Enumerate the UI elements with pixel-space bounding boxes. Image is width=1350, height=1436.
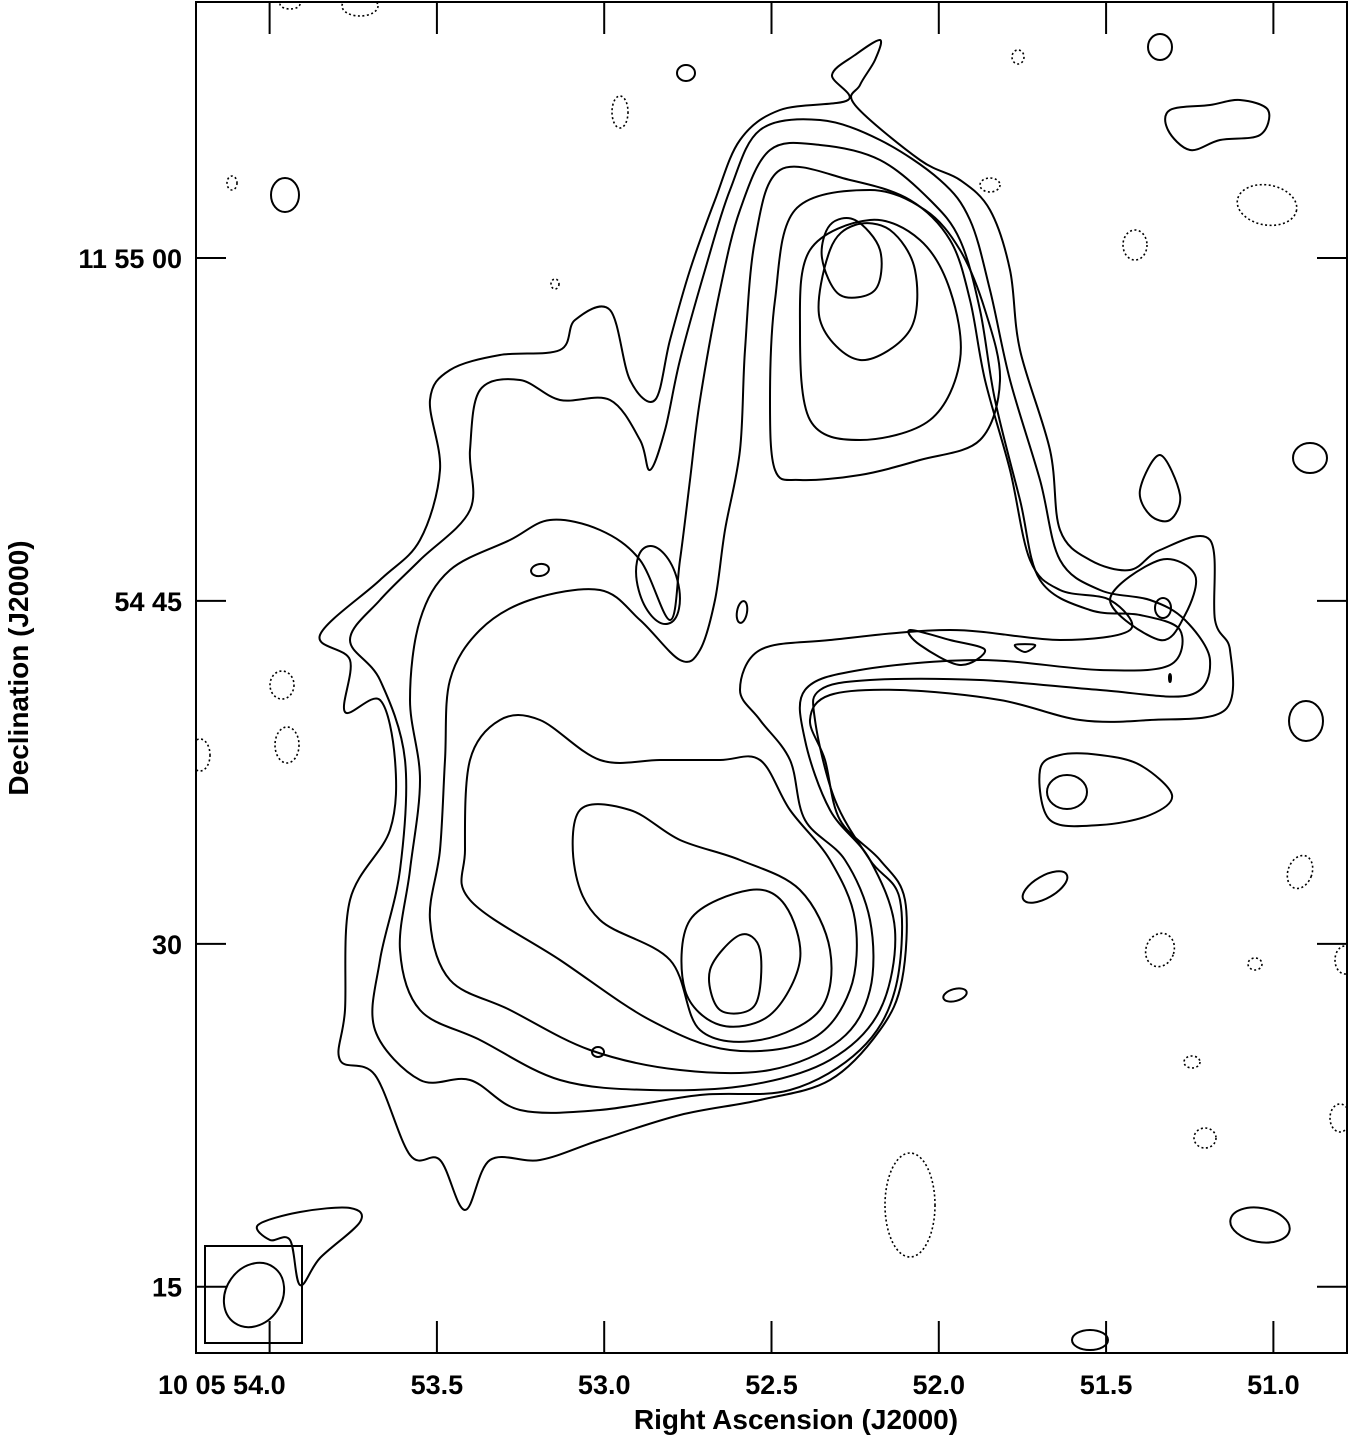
- contour-lines: [196, 2, 1347, 1351]
- positive-contour: [817, 222, 919, 362]
- negative-contour: [269, 670, 295, 700]
- negative-contour: [1286, 854, 1314, 890]
- positive-contour: [1292, 442, 1328, 474]
- positive-contour: [680, 888, 802, 1028]
- negative-contour: [1193, 1127, 1217, 1149]
- negative-contour: [341, 2, 379, 17]
- positive-contour: [1164, 98, 1271, 152]
- negative-contour: [226, 175, 238, 191]
- negative-contour: [979, 177, 1001, 193]
- axis-ticks: 10 05 54.0 53.5 53.0 52.5 52.0 51.5 51.0 11 55 …: [78, 2, 1347, 1400]
- positive-contour: [1108, 558, 1198, 642]
- y-tick-label: 11 55 00: [78, 244, 182, 274]
- negative-contour: [1183, 1055, 1201, 1069]
- x-tick-label: 51.0: [1247, 1370, 1300, 1400]
- negative-contour: [884, 1152, 936, 1258]
- positive-contour: [1013, 643, 1037, 654]
- positive-contour: [398, 141, 1184, 1092]
- negative-contour: [196, 738, 211, 772]
- negative-contour: [1329, 1103, 1347, 1133]
- x-tick-label: 52.0: [913, 1370, 966, 1400]
- negative-contour: [1144, 932, 1176, 968]
- positive-contour: [1071, 1329, 1109, 1351]
- positive-contour: [907, 628, 987, 667]
- negative-contour: [1011, 49, 1025, 65]
- x-tick-label: 52.5: [745, 1370, 798, 1400]
- beam-ellipse: [222, 1261, 286, 1329]
- negative-contour: [1247, 957, 1263, 971]
- positive-contour: [735, 600, 749, 624]
- positive-contour: [1154, 597, 1172, 619]
- positive-contour: [1229, 1206, 1291, 1244]
- x-tick-label: 53.5: [411, 1370, 464, 1400]
- positive-contour: [708, 933, 763, 1015]
- y-tick-label: 30: [152, 930, 182, 960]
- positive-contour: [1138, 454, 1182, 523]
- negative-contour: [1122, 229, 1148, 261]
- positive-contour: [798, 218, 962, 442]
- positive-contour: [318, 39, 1235, 1212]
- y-tick-label: 54 45: [114, 587, 182, 617]
- positive-contour: [571, 803, 833, 1043]
- negative-contour: [1236, 183, 1298, 227]
- beam-box: [204, 1245, 303, 1344]
- negative-contour: [274, 726, 300, 764]
- positive-contour: [460, 713, 858, 1053]
- negative-contour: [611, 95, 629, 129]
- positive-contour: [255, 1206, 363, 1287]
- beam-frame: [204, 1245, 303, 1344]
- x-tick-label: 53.0: [578, 1370, 631, 1400]
- positive-contour: [591, 1046, 605, 1058]
- negative-contour: [550, 278, 560, 290]
- positive-contour: [942, 987, 968, 1003]
- x-tick-label: 10 05 54.0: [158, 1370, 286, 1400]
- positive-contour: [1021, 870, 1069, 904]
- positive-contour: [270, 177, 300, 213]
- positive-contour: [1168, 673, 1172, 683]
- y-axis-title: Declination (J2000): [3, 540, 34, 795]
- x-axis-title: Right Ascension (J2000): [634, 1404, 958, 1435]
- positive-contour: [1046, 774, 1088, 810]
- y-tick-label: 15: [152, 1273, 182, 1303]
- positive-contour: [348, 118, 1212, 1114]
- x-tick-label: 51.5: [1080, 1370, 1133, 1400]
- positive-contour: [1288, 700, 1324, 742]
- positive-contour: [1147, 33, 1173, 61]
- positive-contour: [1038, 752, 1174, 828]
- positive-contour: [635, 545, 681, 625]
- positive-contour: [676, 64, 696, 82]
- positive-contour: [768, 188, 1002, 482]
- positive-contour: [530, 562, 550, 578]
- negative-contour: [279, 2, 301, 10]
- positive-contour: [428, 165, 1134, 1075]
- plot-frame: [195, 1, 1348, 1354]
- positive-contour: [820, 217, 883, 299]
- negative-contour: [1334, 945, 1347, 975]
